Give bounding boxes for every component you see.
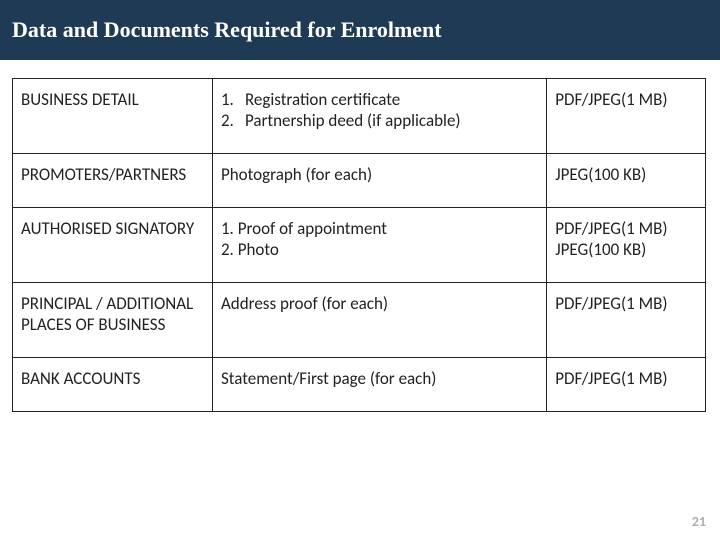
table-row: BANK ACCOUNTSStatement/First page (for e… <box>13 358 706 412</box>
cell-documents: 1.Registration certificate2.Partnership … <box>212 79 546 154</box>
table-row: PROMOTERS/PARTNERSPhotograph (for each)J… <box>13 154 706 208</box>
page-number: 21 <box>692 513 706 530</box>
cell-format: PDF/JPEG(1 MB) <box>547 358 706 412</box>
table-body: BUSINESS DETAIL1.Registration certificat… <box>13 79 706 412</box>
cell-category: PROMOTERS/PARTNERS <box>13 154 213 208</box>
cell-category: AUTHORISED SIGNATORY <box>13 208 213 283</box>
table-row: AUTHORISED SIGNATORY1. Proof of appointm… <box>13 208 706 283</box>
cell-documents: Statement/First page (for each) <box>212 358 546 412</box>
table-row: PRINCIPAL / ADDITIONAL PLACES OF BUSINES… <box>13 283 706 358</box>
title-bar: Data and Documents Required for Enrolmen… <box>0 0 720 60</box>
cell-format: PDF/JPEG(1 MB) <box>547 283 706 358</box>
table-row: BUSINESS DETAIL1.Registration certificat… <box>13 79 706 154</box>
documents-table: BUSINESS DETAIL1.Registration certificat… <box>12 78 706 412</box>
cell-format: PDF/JPEG(1 MB)JPEG(100 KB) <box>547 208 706 283</box>
cell-category: PRINCIPAL / ADDITIONAL PLACES OF BUSINES… <box>13 283 213 358</box>
cell-documents: Photograph (for each) <box>212 154 546 208</box>
cell-documents: 1. Proof of appointment2. Photo <box>212 208 546 283</box>
cell-category: BUSINESS DETAIL <box>13 79 213 154</box>
cell-format: JPEG(100 KB) <box>547 154 706 208</box>
cell-category: BANK ACCOUNTS <box>13 358 213 412</box>
cell-documents: Address proof (for each) <box>212 283 546 358</box>
page-title: Data and Documents Required for Enrolmen… <box>12 17 442 43</box>
cell-format: PDF/JPEG(1 MB) <box>547 79 706 154</box>
